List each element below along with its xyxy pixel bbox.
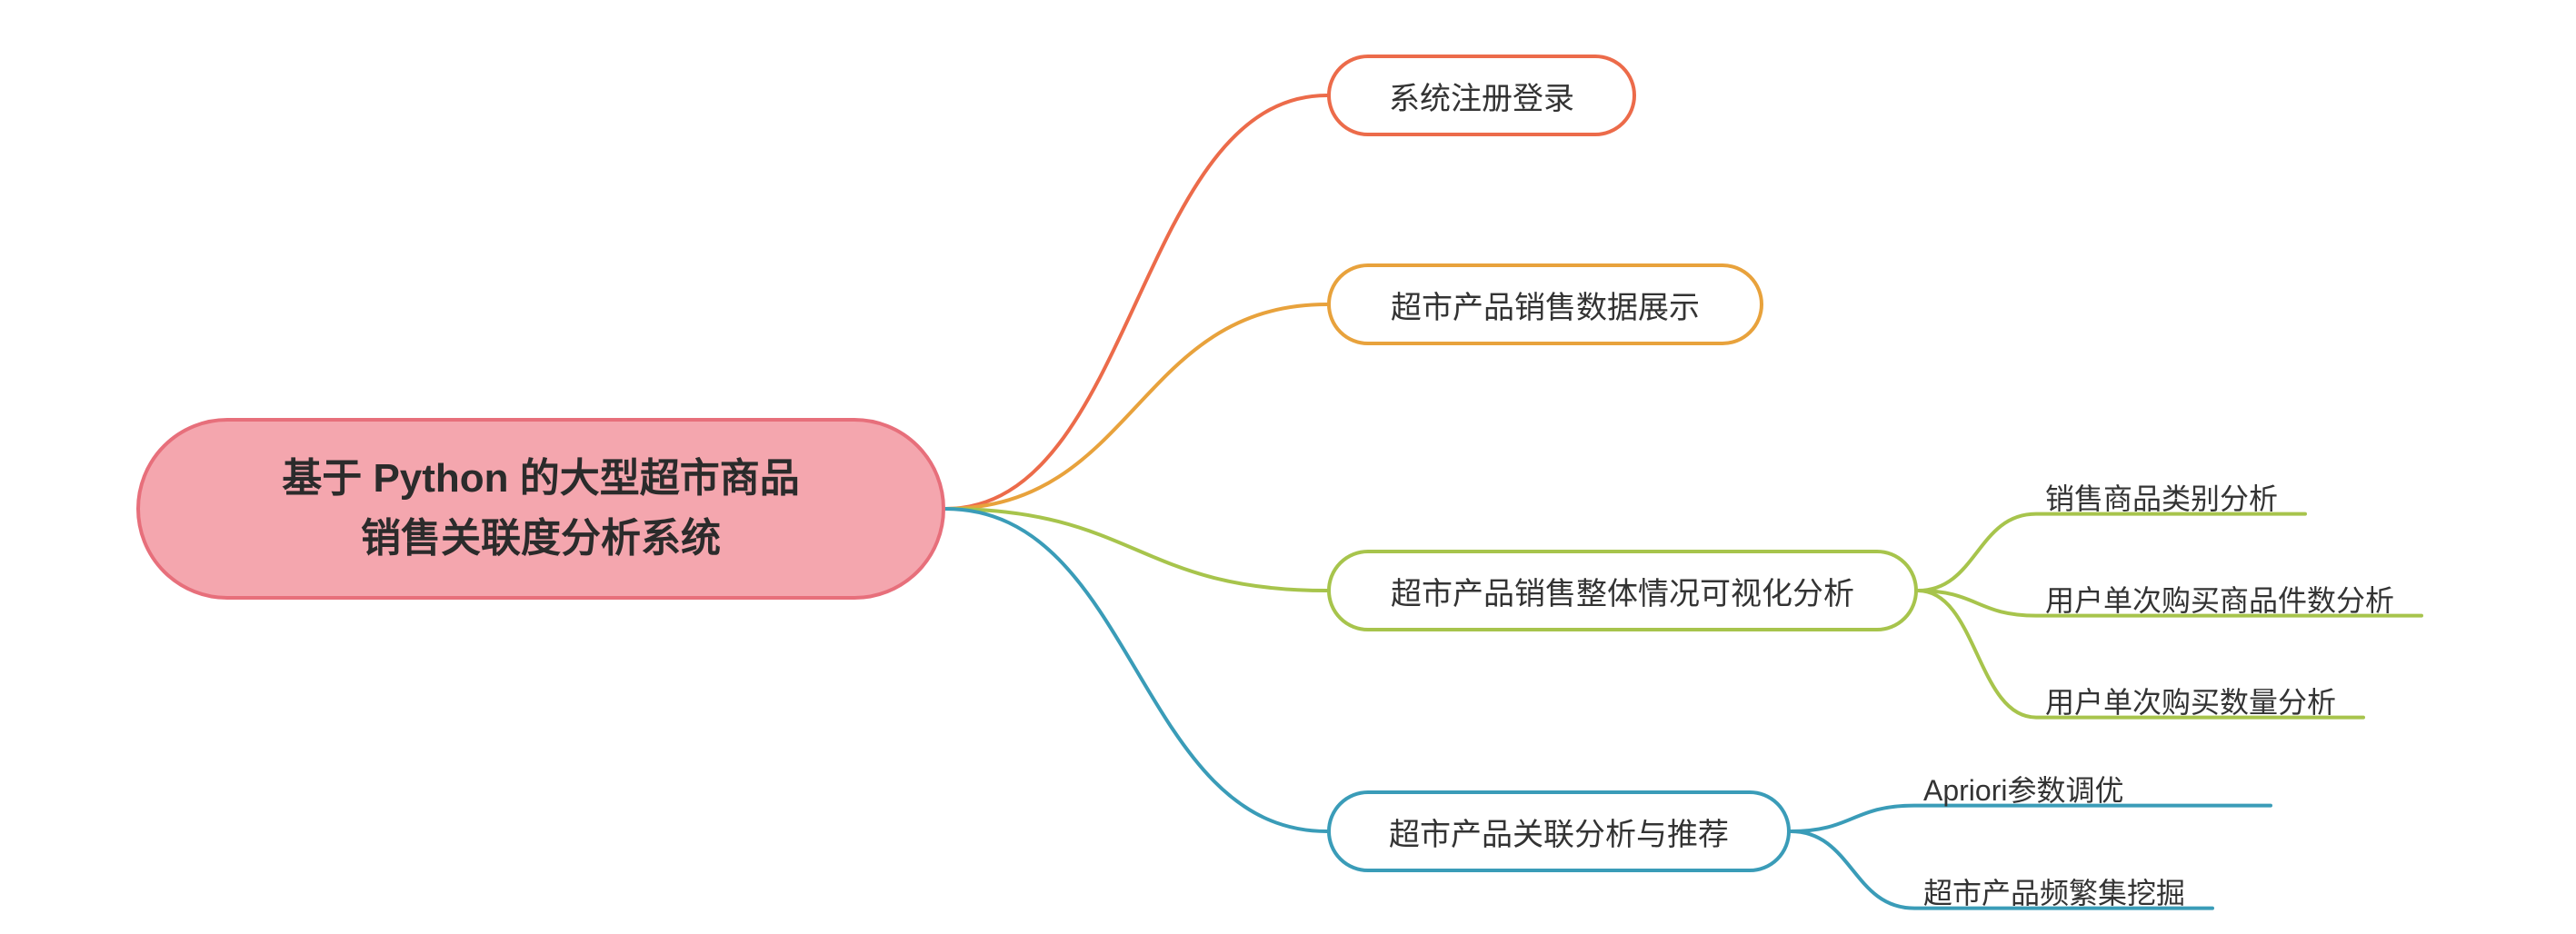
branch-b1: 系统注册登录 <box>1327 55 1636 136</box>
leaf-node: 超市产品频繁集挖掘 <box>1923 870 2185 912</box>
branch-label: 系统注册登录 <box>1389 74 1574 118</box>
branch-label: 超市产品销售整体情况可视化分析 <box>1391 569 1854 613</box>
mindmap-canvas: 基于 Python 的大型超市商品 销售关联度分析系统 系统注册登录超市产品销售… <box>0 0 2576 934</box>
branch-b2: 超市产品销售数据展示 <box>1327 263 1763 345</box>
leaf-node: 用户单次购买数量分析 <box>2045 680 2336 721</box>
leaf-node: 销售商品类别分析 <box>2045 476 2278 518</box>
branch-label: 超市产品关联分析与推荐 <box>1389 810 1729 854</box>
root-line2: 销售关联度分析系统 <box>282 509 800 569</box>
root-node: 基于 Python 的大型超市商品 销售关联度分析系统 <box>136 418 945 600</box>
branch-label: 超市产品销售数据展示 <box>1391 283 1700 327</box>
branch-b3: 超市产品销售整体情况可视化分析 <box>1327 550 1918 631</box>
leaf-node: 用户单次购买商品件数分析 <box>2045 578 2394 620</box>
root-line1: 基于 Python 的大型超市商品 <box>282 449 800 509</box>
branch-b4: 超市产品关联分析与推荐 <box>1327 790 1791 872</box>
leaf-node: Apriori参数调优 <box>1923 768 2123 810</box>
